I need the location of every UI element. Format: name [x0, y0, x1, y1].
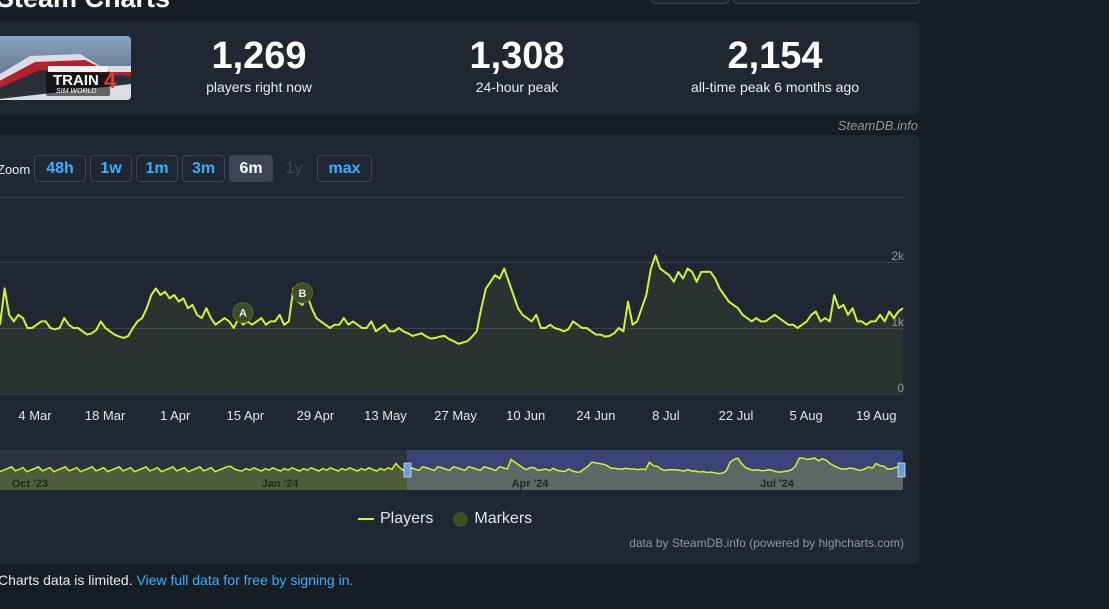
x-tick-label: 19 Aug [855, 408, 897, 423]
stat-24h-peak: 1,308 24-hour peak [397, 35, 637, 95]
stat-label: 24-hour peak [475, 79, 559, 95]
player-count-chart[interactable]: A B Oct '23 Jan '24 Apr '24 Jul '24 [0, 135, 919, 564]
y-tick-label: 0 [897, 381, 904, 395]
chart-panel: Zoom 48h 1w 1m 3m 6m 1y max 2k 1k 0 4 Ma… [0, 135, 919, 564]
zoom-label: Zoom [0, 162, 31, 177]
navigator-tick-label: Jul '24 [760, 478, 795, 490]
game-logo-art [0, 36, 131, 100]
navigator-area [0, 458, 903, 490]
zoom-1w-button[interactable]: 1w [90, 155, 132, 182]
stat-value: 2,154 [727, 35, 823, 77]
x-tick-label: 10 Jun [506, 408, 546, 423]
grid-line-0 [0, 394, 903, 395]
legend-players[interactable]: Players [358, 510, 433, 528]
navigator-handle-right [897, 462, 906, 478]
chart-marker-b: B [292, 282, 314, 304]
data-limited-notice: Charts data is limited. View full data f… [0, 572, 353, 588]
legend-markers[interactable]: Markers [453, 510, 532, 528]
x-tick-label: 24 Jun [576, 408, 616, 423]
zoom-1m-button[interactable]: 1m [136, 155, 178, 182]
zoom-max-button[interactable]: max [317, 155, 372, 182]
zoom-1y-button: 1y [277, 155, 311, 182]
stat-value: 1,308 [469, 35, 565, 77]
x-tick-label: 27 May [434, 408, 477, 423]
x-tick-label: 8 Jul [652, 408, 680, 423]
x-tick-label: 15 Apr [226, 408, 265, 423]
x-tick-label: 4 Mar [18, 408, 52, 423]
y-tick-label: 2k [891, 249, 904, 263]
header-button-2[interactable] [733, 0, 920, 4]
marker-label: A [239, 308, 247, 320]
game-logo-title: TRAIN [53, 72, 99, 89]
stat-current-players: 1,269 players right now [139, 35, 379, 95]
x-tick-label: 29 Apr [296, 408, 335, 423]
navigator-tick-label: Oct '23 [12, 478, 48, 490]
stat-label: all-time peak 6 months ago [690, 79, 860, 95]
stat-label: players right now [206, 79, 312, 95]
x-tick-label: 13 May [364, 408, 407, 423]
navigator-handle-left [403, 462, 412, 478]
game-logo[interactable]: TRAIN 4 SIM WORLD [0, 36, 131, 100]
x-tick-label: 22 Jul [718, 408, 754, 423]
players-area [0, 255, 903, 394]
stats-panel: TRAIN 4 SIM WORLD 1,269 players right no… [0, 21, 919, 115]
grid-line-1k [0, 328, 903, 329]
zoom-3m-button[interactable]: 3m [182, 155, 225, 182]
notice-text: Charts data is limited. [0, 572, 137, 588]
navigator-tick-label: Apr '24 [512, 478, 550, 490]
legend-label: Players [380, 510, 434, 527]
header-button-1[interactable] [651, 0, 729, 4]
marker-label: B [299, 288, 307, 300]
chart-legend: Players Markers [358, 510, 532, 528]
navigator-tick-label: Jan '24 [262, 478, 300, 490]
navigator-selection [407, 450, 903, 490]
grid-line-top [0, 197, 903, 198]
grid-line-2k [0, 262, 903, 263]
x-tick-label: 5 Aug [789, 408, 823, 423]
powered-by-credit: data by SteamDB.info (powered by highcha… [629, 536, 904, 550]
navigator-series-line [0, 457, 903, 475]
zoom-48h-button[interactable]: 48h [34, 155, 86, 182]
stat-value: 1,269 [211, 35, 307, 77]
legend-label: Markers [474, 510, 533, 527]
dot-swatch-icon [453, 511, 469, 527]
steamdb-credit: SteamDB.info [837, 118, 918, 133]
game-logo-subtitle: SIM WORLD [56, 88, 97, 95]
line-swatch-icon [358, 518, 374, 520]
zoom-6m-button[interactable]: 6m [229, 155, 273, 182]
page-title: Steam Charts [0, 0, 170, 14]
chart-marker-a: A [232, 302, 254, 324]
game-logo-number: 4 [104, 68, 117, 93]
stat-alltime-peak: 2,154 all-time peak 6 months ago [655, 35, 895, 95]
players-series-line [0, 254, 904, 345]
sign-in-link[interactable]: View full data for free by signing in. [136, 572, 354, 588]
x-tick-label: 18 Mar [84, 408, 126, 423]
x-tick-label: 1 Apr [160, 408, 191, 423]
